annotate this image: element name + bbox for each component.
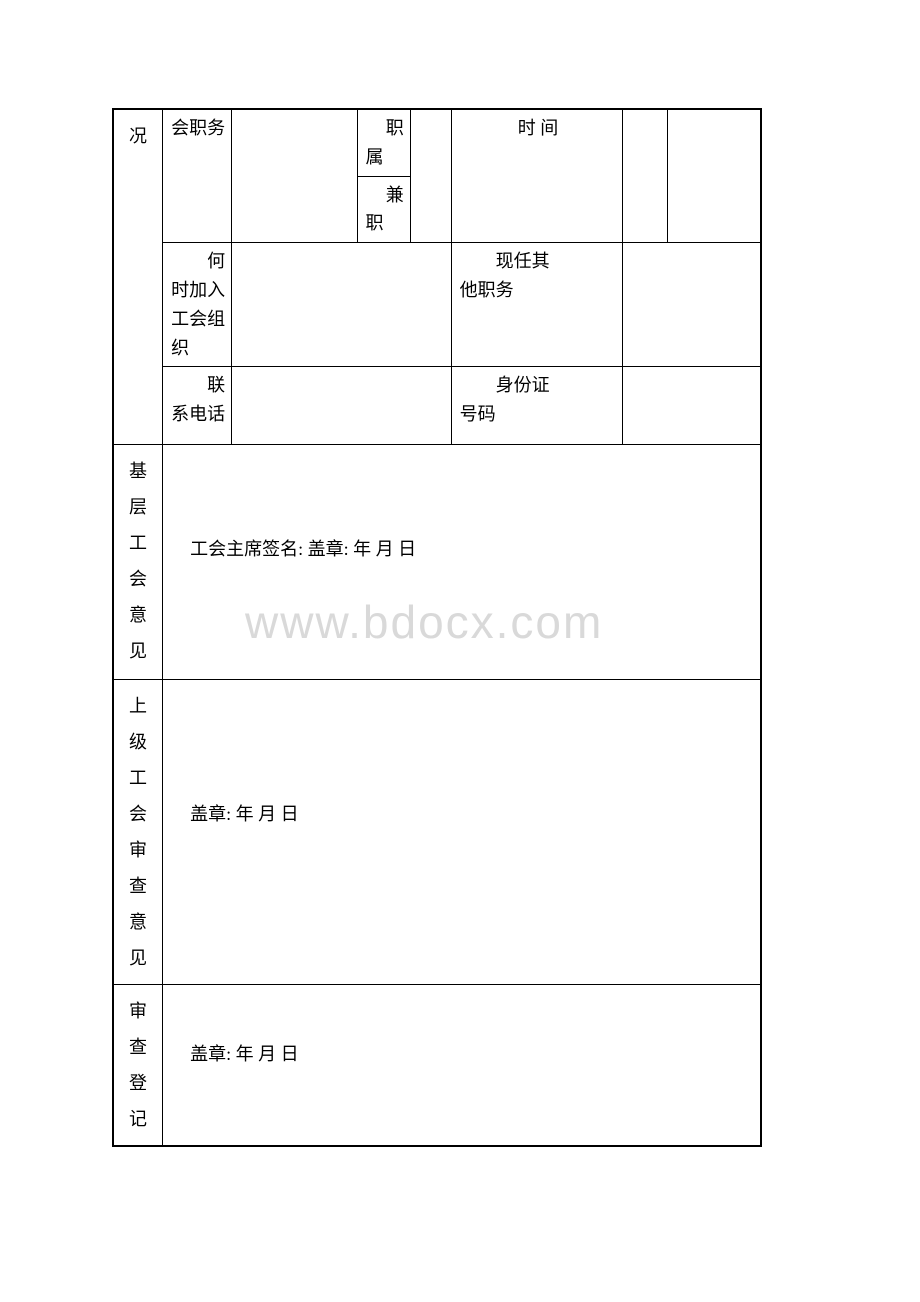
cell-position-value: [232, 110, 357, 243]
cell-other-position-label: 现任其 他职务: [451, 243, 623, 367]
cell-time-value2: [668, 110, 761, 243]
cell-superior-opinion-title: 上级工会审查意见: [114, 680, 163, 985]
cell-join-value: [232, 243, 452, 367]
label-time: 时 间: [518, 118, 559, 138]
row-superior-union-opinion: 上级工会审查意见 盖章: 年 月 日: [114, 680, 761, 985]
cell-superior-opinion-content: 盖章: 年 月 日: [163, 680, 761, 985]
text-review: 盖章: 年 月 日: [190, 1044, 299, 1064]
row-contact: 联 系电话 身份证 号码: [114, 367, 761, 445]
form-table-container: 况 会职务 职 属 时 间 兼 职 何: [112, 108, 762, 1147]
cell-join-label: 何 时加入工会组织: [163, 243, 232, 367]
cell-review-content: 盖章: 年 月 日: [163, 985, 761, 1146]
cell-other-position-value: [623, 243, 761, 367]
label-kuang: 况: [129, 126, 147, 146]
label-position: 会职务: [171, 118, 225, 138]
cell-id-value: [623, 367, 761, 445]
cell-zhishu-value: [410, 110, 451, 243]
cell-time-value1: [623, 110, 668, 243]
form-table: 况 会职务 职 属 时 间 兼 职 何: [113, 109, 761, 1146]
cell-base-opinion-title: 基层工会意见: [114, 445, 163, 680]
row-position: 况 会职务 职 属 时 间: [114, 110, 761, 177]
cell-base-opinion-content: 工会主席签名: 盖章: 年 月 日: [163, 445, 761, 680]
cell-position-label: 会职务: [163, 110, 232, 243]
cell-zhishu-label: 职 属: [357, 110, 410, 177]
cell-kuang: 况: [114, 110, 163, 445]
row-review-register: 审查登记 盖章: 年 月 日: [114, 985, 761, 1146]
row-base-union-opinion: 基层工会意见 工会主席签名: 盖章: 年 月 日: [114, 445, 761, 680]
cell-review-title: 审查登记: [114, 985, 163, 1146]
cell-jianzhi-label: 兼 职: [357, 176, 410, 243]
cell-phone-label: 联 系电话: [163, 367, 232, 445]
cell-phone-value: [232, 367, 452, 445]
text-base-opinion: 工会主席签名: 盖章: 年 月 日: [190, 539, 416, 559]
cell-time-label: 时 间: [451, 110, 623, 243]
row-join-union: 何 时加入工会组织 现任其 他职务: [114, 243, 761, 367]
text-superior-opinion: 盖章: 年 月 日: [190, 804, 299, 824]
cell-id-label: 身份证 号码: [451, 367, 623, 445]
